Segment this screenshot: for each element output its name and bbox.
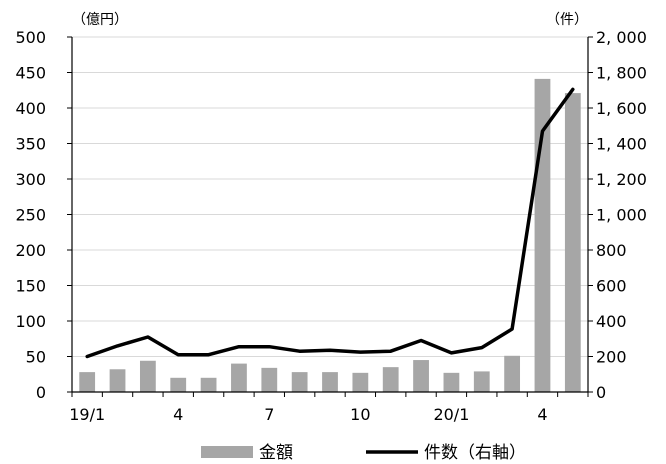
legend-bar-label: 金額 — [259, 443, 293, 463]
left-tick-label: 50 — [26, 348, 46, 367]
bar-series — [79, 78, 581, 392]
x-tick-label: 20/1 — [433, 405, 469, 424]
bar — [443, 372, 460, 392]
left-tick-label: 300 — [15, 170, 46, 189]
grid-lines — [72, 36, 588, 357]
bar — [231, 363, 247, 392]
right-tick-label: 400 — [596, 312, 627, 331]
x-tick-label: 4 — [537, 405, 547, 424]
left-axis-ticks: 0 50 100 150 200 250 300 350 400 450 500 — [15, 28, 72, 402]
legend-bar-swatch — [201, 446, 253, 458]
right-tick-label: 800 — [596, 241, 627, 260]
right-tick-label: 1, 400 — [596, 135, 647, 154]
bar — [413, 360, 429, 392]
right-tick-label: 600 — [596, 277, 627, 296]
bar — [473, 371, 490, 392]
bar — [352, 372, 369, 392]
right-tick-label: 2, 000 — [596, 28, 647, 47]
bar — [109, 369, 126, 392]
bar — [291, 372, 308, 392]
x-tick-label: 10 — [350, 405, 370, 424]
line-series-path — [85, 87, 575, 359]
right-tick-label: 1, 000 — [596, 206, 647, 225]
bar — [322, 372, 338, 392]
left-tick-label: 150 — [15, 277, 46, 296]
right-tick-label: 1, 600 — [596, 99, 647, 118]
x-tick-label: 4 — [173, 405, 183, 424]
bar — [564, 93, 581, 392]
left-tick-label: 500 — [15, 28, 46, 47]
legend: 金額 件数（右軸） — [201, 443, 526, 463]
bar — [504, 355, 521, 392]
right-tick-label: 1, 800 — [596, 64, 647, 83]
bar — [200, 377, 217, 392]
left-tick-label: 400 — [15, 99, 46, 118]
right-axis-ticks: 0 200 400 600 800 1, 000 1, 200 1, 400 1, 600 1, … — [588, 28, 647, 402]
x-tick-label: 19/1 — [69, 405, 105, 424]
right-tick-label: 0 — [596, 383, 606, 402]
line-series — [85, 87, 575, 359]
bar — [79, 372, 96, 392]
bar — [261, 367, 278, 392]
left-tick-label: 450 — [15, 64, 46, 83]
left-tick-label: 0 — [36, 383, 46, 402]
left-tick-label: 250 — [15, 206, 46, 225]
bar — [382, 367, 399, 392]
legend-line-label: 件数（右軸） — [424, 443, 526, 463]
right-tick-label: 1, 200 — [596, 170, 647, 189]
x-tick-label: 7 — [264, 405, 274, 424]
right-tick-label: 200 — [596, 348, 627, 367]
x-axis-ticks: 19/1 4 7 10 20/1 4 — [69, 392, 589, 424]
bar — [170, 377, 187, 392]
left-axis-unit: （億円） — [72, 12, 128, 28]
left-tick-label: 100 — [15, 312, 46, 331]
right-axis-unit: （件） — [546, 12, 588, 28]
bar — [139, 360, 156, 392]
left-tick-label: 350 — [15, 135, 46, 154]
left-tick-label: 200 — [15, 241, 46, 260]
